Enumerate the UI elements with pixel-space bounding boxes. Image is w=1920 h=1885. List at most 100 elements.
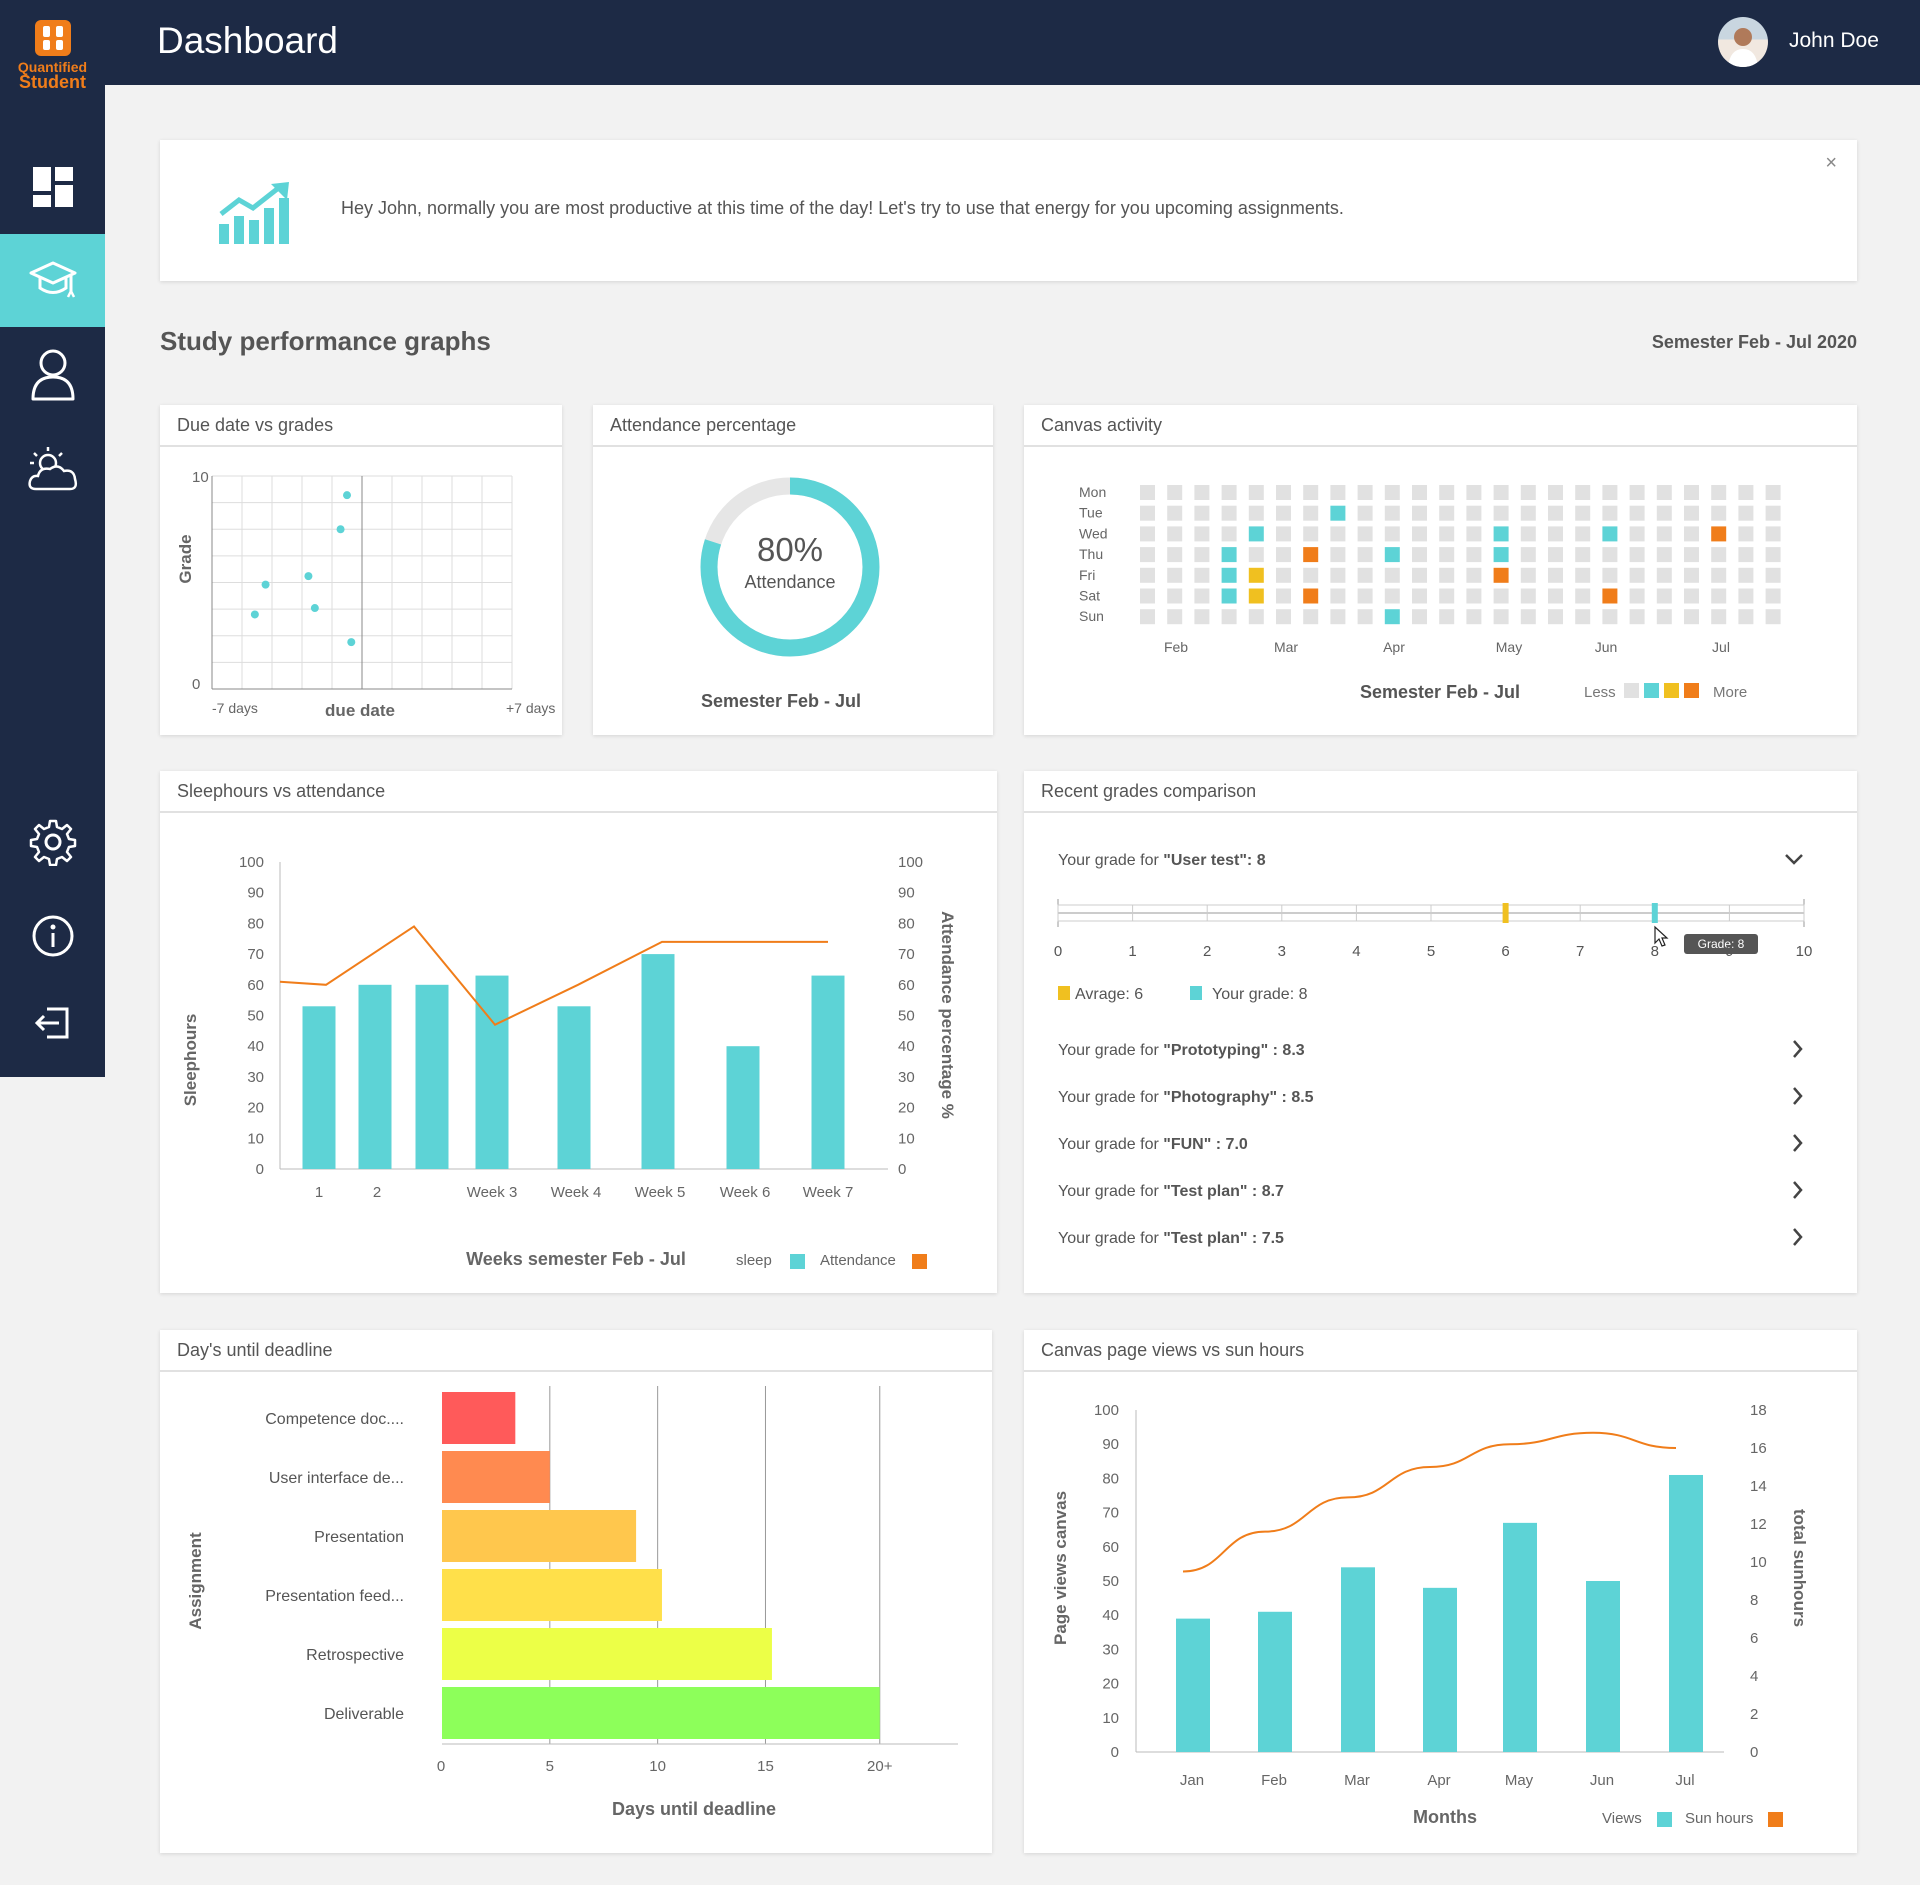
y-tick-left: 50	[1102, 1573, 1119, 1590]
heatmap-cell	[1629, 609, 1645, 625]
y-tick-left: 40	[1102, 1607, 1119, 1624]
grade-row-text: Your grade for "FUN" : 7.0	[1058, 1136, 1248, 1153]
tooltip-text: Grade: 8	[1698, 937, 1745, 951]
nav-settings[interactable]	[0, 795, 105, 888]
grade-row[interactable]: Your grade for "Test plan" : 7.5	[1058, 1228, 1803, 1247]
chevron-right-icon[interactable]	[1793, 1228, 1803, 1246]
canvas-activity-card: Canvas activity Semester Feb - Jul Less …	[1024, 405, 1857, 735]
y-tick-left: 50	[247, 1008, 264, 1025]
legend-swatch	[1644, 683, 1659, 698]
legend-swatch-sleep	[790, 1254, 805, 1269]
heatmap-cell	[1656, 547, 1672, 563]
chevron-right-icon[interactable]	[1793, 1087, 1803, 1105]
x-tick: Jun	[1590, 1772, 1614, 1789]
heatmap-cell	[1765, 588, 1781, 604]
y-tick-left: 40	[247, 1038, 264, 1055]
heatmap-cell	[1167, 505, 1183, 521]
grade-row[interactable]: Your grade for "Photography" : 8.5	[1058, 1087, 1803, 1106]
heatmap-cell	[1276, 485, 1291, 500]
chevron-right-icon[interactable]	[1793, 1181, 1803, 1199]
y-tick-left: 0	[256, 1161, 264, 1178]
day-label: Fri	[1079, 567, 1095, 583]
chevron-down-icon[interactable]	[1785, 854, 1803, 865]
heatmap-cell	[1357, 505, 1373, 521]
heatmap-cell	[1330, 526, 1346, 542]
gear-icon	[29, 819, 76, 866]
heatmap-cell	[1520, 588, 1536, 604]
heatmap-cell	[1303, 547, 1319, 563]
heatmap-cell	[1575, 526, 1591, 542]
heatmap-cell	[1439, 609, 1455, 625]
user-icon	[31, 349, 74, 400]
heatmap-cell	[1602, 588, 1618, 604]
nav-profile[interactable]	[0, 327, 105, 420]
heatmap-cell	[1684, 526, 1699, 542]
your-grade-marker[interactable]	[1651, 903, 1658, 923]
heatmap-cell	[1656, 526, 1672, 542]
grade-tick: 1	[1128, 943, 1136, 960]
avg-legend-label: Avrage: 6	[1075, 986, 1143, 1003]
grade-row[interactable]: Your grade for "Test plan" : 8.7	[1058, 1181, 1803, 1200]
heatmap-cell	[1303, 567, 1319, 583]
x-tick: May	[1505, 1772, 1534, 1789]
bar-sleep	[358, 984, 392, 1169]
heatmap-cell	[1439, 505, 1455, 521]
close-icon[interactable]: ×	[1825, 152, 1837, 174]
nav-logout[interactable]	[0, 976, 105, 1069]
y-label: Grade	[176, 534, 195, 583]
nav-courses[interactable]	[0, 234, 105, 327]
nav-info[interactable]	[0, 889, 105, 982]
sleep-card: Sleephours vs attendance Sleephours Atte…	[160, 771, 997, 1293]
y-tick-right: 40	[898, 1038, 915, 1055]
nav-weather[interactable]	[0, 423, 105, 516]
grade-row[interactable]: Your grade for "Prototyping" : 8.3	[1058, 1040, 1803, 1059]
y-tick-right: 10	[1750, 1554, 1767, 1571]
heatmap-cell	[1629, 485, 1645, 500]
chevron-right-icon[interactable]	[1793, 1040, 1803, 1058]
scatter-point	[343, 491, 351, 500]
heatmap-cell	[1656, 609, 1672, 625]
y-label-left: Sleephours	[181, 1014, 200, 1107]
grade-row[interactable]: Your grade for "FUN" : 7.0	[1058, 1134, 1803, 1153]
y-tick-right: 2	[1750, 1706, 1758, 1723]
heatmap-cell	[1194, 567, 1210, 583]
logo-line1: Quantified	[17, 59, 88, 75]
heatmap-cell	[1303, 505, 1319, 521]
grade-row-open[interactable]: Your grade for "User test": 8	[1058, 852, 1803, 869]
heatmap-cell	[1520, 567, 1536, 583]
grade-prefix: Your grade for	[1058, 1042, 1163, 1059]
heatmap-cell	[1548, 609, 1563, 625]
assignment-label: Presentation	[314, 1529, 404, 1546]
heatmap-cell	[1194, 485, 1210, 500]
heatmap-cell	[1548, 588, 1563, 604]
notice-text: Hey John, normally you are most producti…	[341, 198, 1344, 218]
avatar[interactable]	[1718, 17, 1768, 67]
heatmap-cell	[1330, 505, 1346, 521]
heatmap-cell	[1357, 609, 1373, 625]
y-tick-left: 90	[247, 885, 264, 902]
x-tick: 20+	[867, 1758, 893, 1775]
heatmap-cell	[1412, 567, 1427, 583]
heatmap-cell	[1711, 567, 1727, 583]
heatmap-cell	[1466, 588, 1482, 604]
y-tick-left: 90	[1102, 1436, 1119, 1453]
cursor-icon	[1654, 925, 1669, 947]
legend-swatch-views	[1657, 1812, 1672, 1827]
legend-more: More	[1713, 684, 1747, 701]
chevron-right-icon[interactable]	[1793, 1134, 1803, 1152]
heatmap-cell	[1602, 505, 1618, 521]
nav-dashboard[interactable]	[0, 140, 105, 233]
x-tick: Apr	[1427, 1772, 1450, 1789]
user-name[interactable]: John Doe	[1789, 29, 1879, 52]
y-tick-right: 4	[1750, 1668, 1758, 1685]
heatmap-cell	[1684, 547, 1699, 563]
heatmap-cell	[1765, 567, 1781, 583]
heatmap-cell	[1629, 526, 1645, 542]
heatmap-cell	[1412, 485, 1427, 500]
logo[interactable]: Quantified Student	[0, 0, 105, 110]
heatmap-cell	[1738, 485, 1754, 500]
heatmap-cell	[1303, 526, 1319, 542]
grade-value: : 7.0	[1211, 1136, 1248, 1153]
heatmap-cell	[1167, 485, 1183, 500]
heatmap-cell	[1575, 609, 1591, 625]
